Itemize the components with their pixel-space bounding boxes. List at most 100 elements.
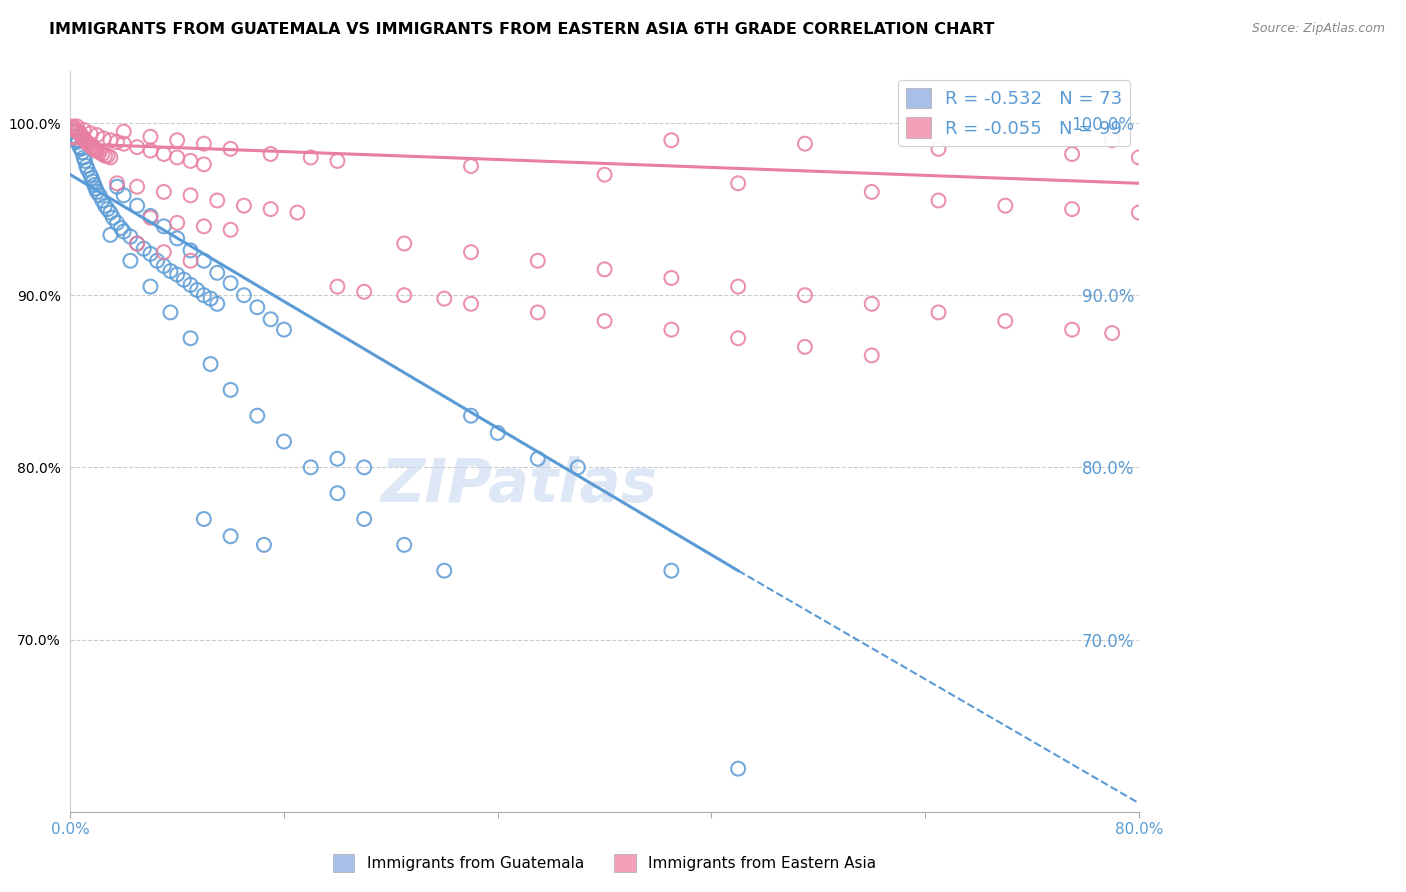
Point bbox=[66, 135, 89, 149]
Point bbox=[73, 131, 96, 145]
Point bbox=[86, 185, 108, 199]
Point bbox=[67, 133, 90, 147]
Point bbox=[83, 178, 105, 192]
Point bbox=[180, 188, 202, 202]
Point bbox=[76, 136, 98, 151]
Point bbox=[193, 512, 215, 526]
Point bbox=[153, 219, 176, 234]
Point bbox=[661, 133, 683, 147]
Point bbox=[139, 129, 162, 144]
Point bbox=[593, 168, 616, 182]
Point bbox=[794, 136, 817, 151]
Point bbox=[353, 460, 375, 475]
Point bbox=[94, 149, 117, 163]
Point bbox=[105, 179, 128, 194]
Point bbox=[112, 125, 135, 139]
Point bbox=[73, 153, 96, 168]
Point bbox=[186, 283, 208, 297]
Point bbox=[69, 140, 91, 154]
Point bbox=[394, 538, 416, 552]
Point bbox=[97, 202, 120, 216]
Point bbox=[433, 292, 456, 306]
Point bbox=[70, 128, 93, 142]
Point bbox=[433, 564, 456, 578]
Point bbox=[84, 144, 107, 158]
Point bbox=[63, 121, 86, 136]
Point bbox=[166, 216, 188, 230]
Point bbox=[153, 185, 176, 199]
Point bbox=[326, 486, 349, 500]
Point bbox=[207, 194, 229, 208]
Point bbox=[353, 512, 375, 526]
Point bbox=[153, 259, 176, 273]
Point bbox=[180, 244, 202, 258]
Point bbox=[299, 460, 322, 475]
Point bbox=[200, 357, 222, 371]
Point bbox=[1101, 133, 1123, 147]
Point bbox=[1062, 147, 1084, 161]
Point bbox=[260, 147, 283, 161]
Point bbox=[75, 159, 97, 173]
Point bbox=[394, 236, 416, 251]
Point bbox=[139, 211, 162, 225]
Point bbox=[112, 136, 135, 151]
Point bbox=[91, 147, 114, 161]
Point bbox=[66, 120, 89, 134]
Point bbox=[273, 323, 295, 337]
Point bbox=[527, 451, 550, 466]
Point bbox=[180, 331, 202, 345]
Point bbox=[77, 136, 100, 151]
Point bbox=[661, 564, 683, 578]
Text: ZIPatlas: ZIPatlas bbox=[381, 457, 658, 516]
Point bbox=[1062, 202, 1084, 216]
Point bbox=[166, 151, 188, 165]
Text: Source: ZipAtlas.com: Source: ZipAtlas.com bbox=[1251, 22, 1385, 36]
Point bbox=[79, 168, 101, 182]
Point bbox=[62, 120, 84, 134]
Point bbox=[94, 199, 117, 213]
Point bbox=[394, 288, 416, 302]
Point bbox=[93, 131, 115, 145]
Point bbox=[994, 199, 1017, 213]
Point bbox=[1128, 151, 1150, 165]
Point bbox=[112, 188, 135, 202]
Point bbox=[273, 434, 295, 449]
Point bbox=[153, 147, 176, 161]
Point bbox=[860, 297, 883, 311]
Point bbox=[219, 529, 242, 543]
Point bbox=[460, 245, 482, 260]
Point bbox=[79, 138, 101, 153]
Point bbox=[233, 288, 256, 302]
Point bbox=[105, 135, 128, 149]
Point bbox=[153, 245, 176, 260]
Point bbox=[72, 129, 94, 144]
Point bbox=[326, 451, 349, 466]
Point bbox=[139, 209, 162, 223]
Point bbox=[460, 297, 482, 311]
Point bbox=[593, 262, 616, 277]
Text: IMMIGRANTS FROM GUATEMALA VS IMMIGRANTS FROM EASTERN ASIA 6TH GRADE CORRELATION : IMMIGRANTS FROM GUATEMALA VS IMMIGRANTS … bbox=[49, 22, 994, 37]
Point bbox=[233, 199, 256, 213]
Point bbox=[65, 123, 87, 137]
Point bbox=[1128, 205, 1150, 219]
Point bbox=[193, 288, 215, 302]
Point bbox=[112, 225, 135, 239]
Point bbox=[994, 314, 1017, 328]
Point bbox=[287, 205, 309, 219]
Point bbox=[86, 144, 108, 158]
Point bbox=[326, 279, 349, 293]
Point bbox=[82, 140, 104, 154]
Point bbox=[219, 383, 242, 397]
Point bbox=[299, 151, 322, 165]
Point bbox=[193, 219, 215, 234]
Point bbox=[146, 253, 169, 268]
Point bbox=[460, 159, 482, 173]
Point bbox=[66, 125, 89, 139]
Point bbox=[63, 129, 86, 144]
Point bbox=[84, 181, 107, 195]
Point bbox=[193, 253, 215, 268]
Point bbox=[326, 153, 349, 168]
Point bbox=[253, 538, 276, 552]
Point bbox=[120, 229, 142, 244]
Point bbox=[727, 279, 749, 293]
